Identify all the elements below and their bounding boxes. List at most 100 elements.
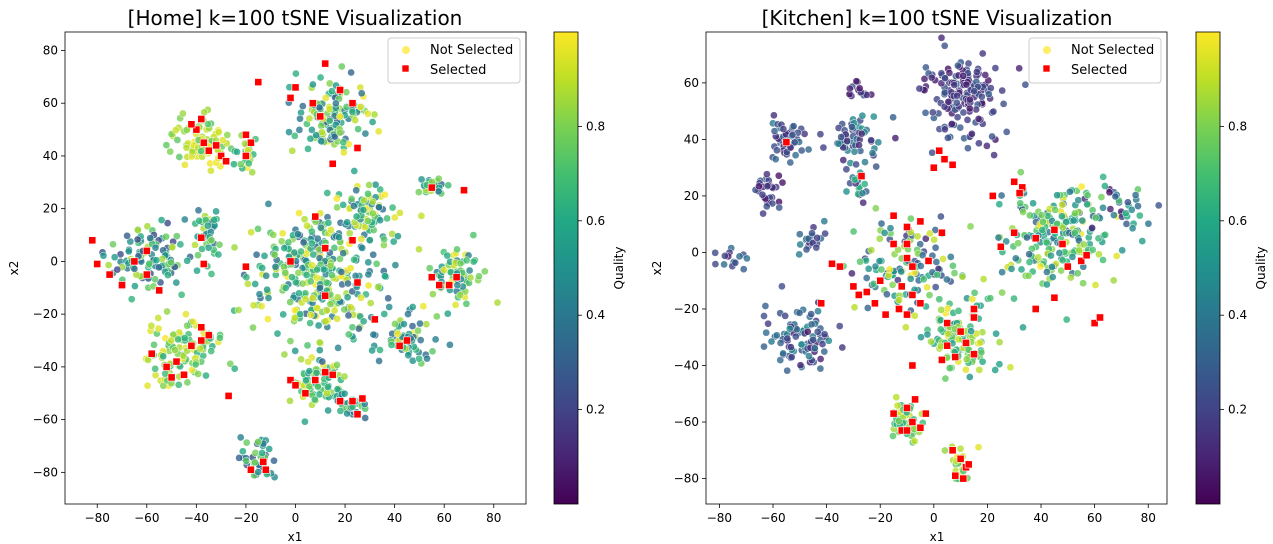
scatter-point xyxy=(335,128,344,137)
scatter-point xyxy=(859,198,868,207)
scatter-point xyxy=(1058,223,1067,232)
scatter-point xyxy=(858,111,867,120)
selected-point xyxy=(929,163,938,172)
scatter-point xyxy=(795,230,804,239)
scatter-point xyxy=(1057,266,1065,275)
scatter-point xyxy=(791,332,800,341)
scatter-point xyxy=(493,298,502,307)
scatter-point xyxy=(305,114,314,123)
scatter-point xyxy=(346,264,355,273)
scatter-point xyxy=(950,269,959,277)
scatter-point xyxy=(204,243,213,252)
scatter-point xyxy=(416,319,424,328)
scatter-point xyxy=(803,327,812,336)
scatter-point xyxy=(151,364,160,373)
scatter-point xyxy=(304,145,312,153)
scatter-point xyxy=(1068,253,1077,261)
scatter-point xyxy=(475,272,483,281)
scatter-point xyxy=(333,314,341,323)
scatter-point xyxy=(306,134,315,143)
selected-point xyxy=(970,305,978,313)
scatter-point xyxy=(816,355,825,363)
scatter-point xyxy=(194,251,202,260)
scatter-point xyxy=(1002,128,1011,136)
scatter-point xyxy=(235,454,243,462)
scatter-point xyxy=(867,246,876,254)
scatter-point xyxy=(175,153,184,161)
scatter-point xyxy=(849,227,858,236)
scatter-point xyxy=(425,264,434,273)
home-chart-title: [Home] k=100 tSNE Visualization xyxy=(128,6,463,30)
scatter-point xyxy=(326,300,335,308)
colorbar-tick-label: 0.2 xyxy=(586,403,605,417)
selected-point xyxy=(908,290,917,299)
scatter-point xyxy=(892,393,901,402)
selected-point xyxy=(951,353,960,361)
scatter-point xyxy=(214,250,223,259)
x-tick-label: 20 xyxy=(980,511,995,525)
scatter-point xyxy=(1043,280,1051,289)
kitchen-chart-title: [Kitchen] k=100 tSNE Visualization xyxy=(762,6,1113,30)
scatter-point xyxy=(921,234,930,243)
scatter-point xyxy=(770,111,778,120)
selected-point xyxy=(286,94,295,102)
scatter-point xyxy=(248,168,257,177)
scatter-point xyxy=(802,245,811,254)
scatter-point xyxy=(194,206,203,215)
scatter-point xyxy=(764,319,772,328)
scatter-point xyxy=(796,361,805,370)
scatter-point xyxy=(941,374,950,383)
scatter-point xyxy=(191,360,200,369)
colorbar-tick-label: 0.2 xyxy=(1228,403,1247,417)
colorbar-tick-label: 0.4 xyxy=(1228,308,1247,322)
scatter-point xyxy=(1154,201,1163,210)
selected-point xyxy=(996,242,1005,251)
scatter-point xyxy=(299,238,308,247)
scatter-point xyxy=(174,335,182,344)
scatter-point xyxy=(837,133,845,141)
scatter-point xyxy=(864,264,873,273)
scatter-point xyxy=(312,273,321,282)
scatter-point xyxy=(387,341,396,349)
selected-point xyxy=(105,270,114,279)
scatter-point xyxy=(1038,226,1047,234)
selected-point xyxy=(301,389,310,398)
scatter-point xyxy=(361,414,370,422)
scatter-point xyxy=(952,98,961,107)
scatter-point xyxy=(340,389,349,398)
scatter-point xyxy=(343,218,351,227)
scatter-point xyxy=(180,215,189,224)
scatter-point xyxy=(1026,211,1034,220)
scatter-point xyxy=(874,138,883,147)
scatter-point xyxy=(364,109,372,118)
selected-point xyxy=(242,262,250,271)
scatter-point xyxy=(1025,250,1034,259)
scatter-point xyxy=(930,235,938,244)
scatter-point xyxy=(146,234,155,242)
scatter-point xyxy=(986,294,995,303)
scatter-point xyxy=(925,229,934,238)
selected-point xyxy=(217,152,225,160)
scatter-point xyxy=(257,302,266,311)
scatter-point xyxy=(308,261,317,270)
x-tick-label: −60 xyxy=(134,511,159,525)
scatter-point xyxy=(928,108,937,117)
scatter-point xyxy=(1047,251,1055,260)
kitchen-selected-points xyxy=(782,138,1104,483)
selected-point xyxy=(460,186,468,195)
scatter-point xyxy=(775,203,784,212)
scatter-point xyxy=(852,77,861,86)
scatter-point xyxy=(182,143,191,152)
scatter-point xyxy=(778,282,786,291)
selected-point xyxy=(948,446,957,455)
x-tick-label: −80 xyxy=(85,511,110,525)
scatter-point xyxy=(434,174,443,183)
scatter-point xyxy=(332,99,340,108)
scatter-point xyxy=(978,49,987,58)
scatter-point xyxy=(931,243,940,252)
scatter-point xyxy=(423,354,431,363)
scatter-point xyxy=(1058,256,1067,265)
scatter-point xyxy=(314,382,322,391)
scatter-point xyxy=(357,235,366,243)
scatter-point xyxy=(466,273,475,282)
